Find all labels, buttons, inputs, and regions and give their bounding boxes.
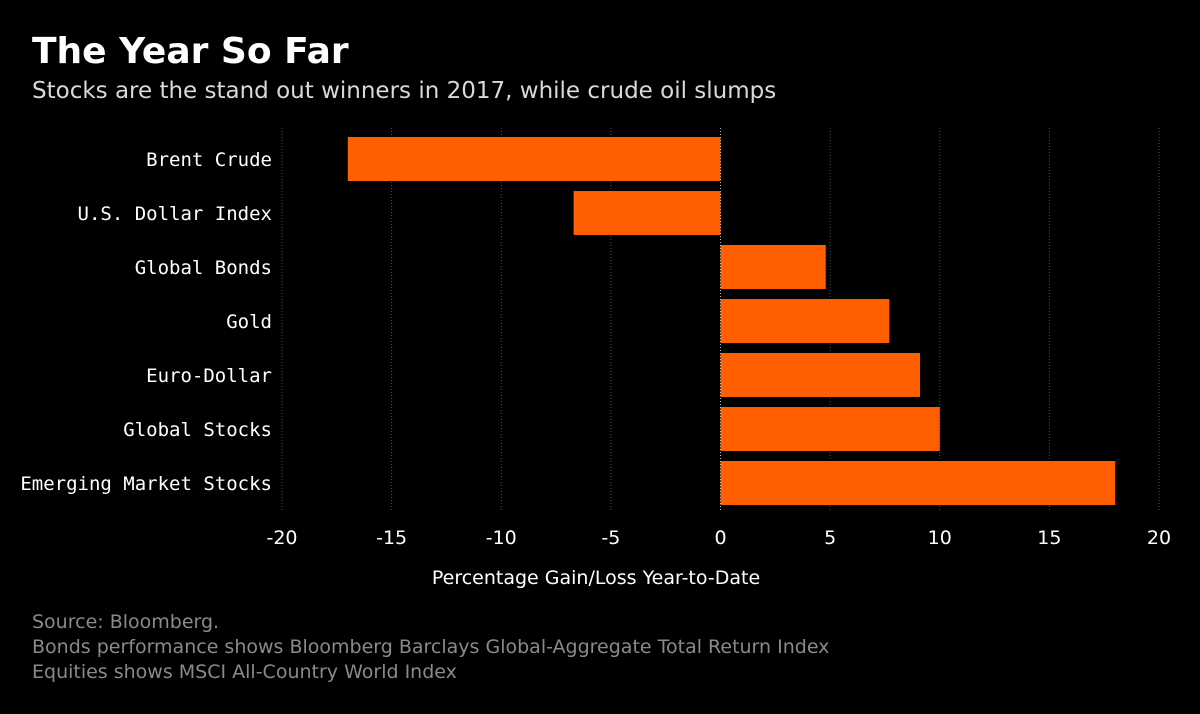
x-tick-label: 5 — [824, 527, 836, 549]
category-labels: Brent Crude U.S. Dollar Index Global Bonds… — [20, 149, 272, 495]
source-note: Source: Bloomberg. — [32, 611, 220, 633]
bar — [720, 461, 1116, 505]
category-label: Gold — [226, 311, 272, 333]
category-label: Global Stocks — [123, 419, 272, 441]
x-axis-label: Percentage Gain/Loss Year-to-Date — [432, 567, 760, 589]
category-label: Emerging Market Stocks — [20, 473, 272, 495]
x-tick-label: -5 — [601, 527, 620, 549]
x-tick-label: -10 — [486, 527, 517, 549]
bar — [347, 137, 721, 181]
x-tick-label: -20 — [266, 527, 297, 549]
x-axis-ticks: -20 -15 -10 -5 0 5 10 15 20 — [266, 527, 1171, 549]
equities-note: Equities shows MSCI All-Country World In… — [32, 661, 457, 683]
chart-subtitle: Stocks are the stand out winners in 2017… — [32, 78, 777, 104]
x-tick-label: 15 — [1037, 527, 1061, 549]
category-label: U.S. Dollar Index — [78, 203, 272, 225]
bar — [720, 407, 940, 451]
bars — [347, 128, 1116, 510]
bonds-note: Bonds performance shows Bloomberg Barcla… — [32, 636, 830, 658]
bar — [720, 245, 826, 289]
x-tick-label: 10 — [928, 527, 952, 549]
x-tick-label: 0 — [714, 527, 726, 549]
x-tick-label: 20 — [1147, 527, 1171, 549]
bar-chart: Brent Crude U.S. Dollar Index Global Bonds… — [20, 128, 1171, 589]
chart-title: The Year So Far — [32, 31, 349, 72]
bar — [573, 191, 721, 235]
category-label: Euro-Dollar — [146, 365, 272, 387]
bar — [720, 299, 890, 343]
category-label: Brent Crude — [146, 149, 272, 171]
x-tick-label: -15 — [376, 527, 407, 549]
bar — [720, 353, 921, 397]
category-label: Global Bonds — [135, 257, 272, 279]
footnotes: Source: Bloomberg. Bonds performance sho… — [32, 610, 829, 685]
